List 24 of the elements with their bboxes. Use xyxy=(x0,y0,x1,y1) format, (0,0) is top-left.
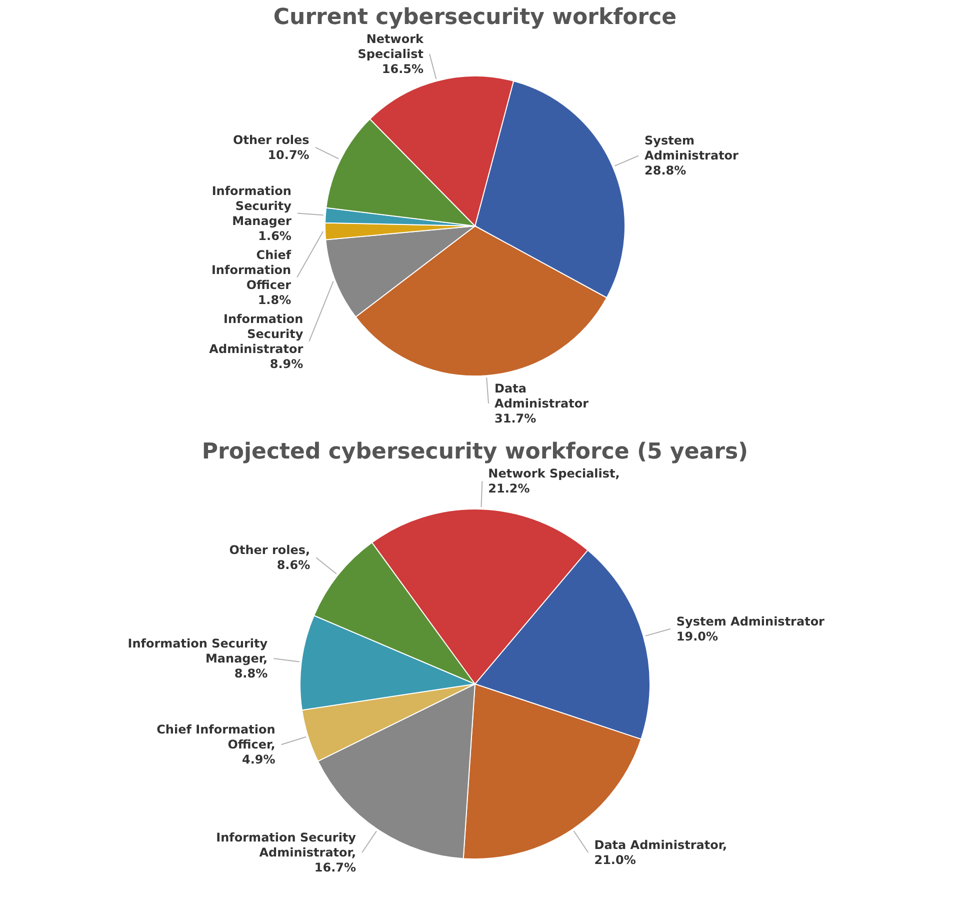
data-label: 1.6% xyxy=(258,228,292,243)
slice-label: Other roles xyxy=(233,132,310,147)
slice-label: Chief Information Officer, 4.9% xyxy=(156,722,276,767)
data-label: 31.7% xyxy=(494,411,536,426)
data-label: 19.0% xyxy=(676,629,718,644)
slice-label: Information Security Administrator, 16.7% xyxy=(216,830,356,875)
slice-label: Information Security Manager, 8.8% xyxy=(128,636,268,680)
slice-label: Other roles, 8.6% xyxy=(229,543,310,572)
slice-label: Network Specialist xyxy=(358,32,425,61)
slice-label: System Administrator xyxy=(676,614,825,628)
chart-title: Current cybersecurity workforce xyxy=(273,4,677,30)
slice-label: Information Security Manager xyxy=(212,184,292,228)
slice-label: Information Security Administrator xyxy=(209,312,304,356)
data-label: 8.9% xyxy=(270,356,304,371)
data-label: 28.8% xyxy=(644,164,686,178)
slice-label: Network Specialist, 21.2% xyxy=(488,466,620,496)
slice-label: System Administrator xyxy=(644,134,739,163)
slice-label: Chief Information Officer xyxy=(211,248,292,292)
data-label: 16.5% xyxy=(382,62,424,76)
slice-label: Data Administrator xyxy=(494,381,589,410)
data-label: 10.7% xyxy=(268,148,310,162)
slice-label: Data Administrator, 21.0% xyxy=(594,838,728,867)
chart-title: Projected cybersecurity workforce (5 years) xyxy=(202,440,748,465)
data-label: 1.8% xyxy=(258,292,292,307)
